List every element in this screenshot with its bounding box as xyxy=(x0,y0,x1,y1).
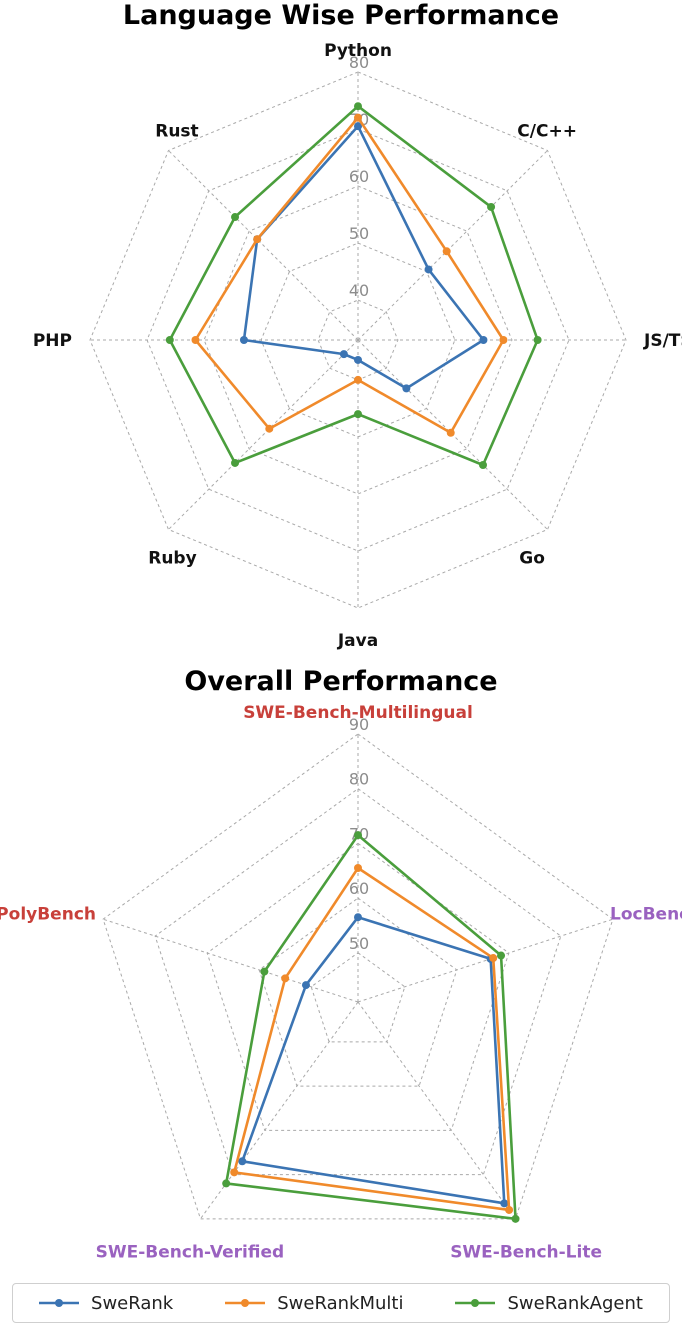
spoke-ruby xyxy=(168,339,359,530)
point-swerank-swe-bench-verified xyxy=(238,1157,247,1166)
point-swerank-swe-bench-multilingual xyxy=(354,913,362,922)
point-swerankagent-locbench xyxy=(497,951,506,960)
legend-marker-swerankmulti xyxy=(225,1299,266,1307)
chart-title-language: Language Wise Performance xyxy=(122,0,560,31)
grid-ring-70 xyxy=(206,842,510,1131)
point-swerank-c-c xyxy=(424,265,433,274)
tick-label-60: 60 xyxy=(349,167,369,186)
spoke-rust xyxy=(168,150,359,341)
axis-label-swe-bench-verified: SWE-Bench-Verified xyxy=(96,1242,285,1262)
axis-label-swe-bench-lite: SWE-Bench-Lite xyxy=(450,1242,602,1262)
point-swerankagent-c-c xyxy=(487,202,496,211)
axis-label-swe-bench-multilingual: SWE-Bench-Multilingual xyxy=(243,703,473,723)
point-swerankmulti-ruby xyxy=(265,424,274,433)
point-swerankagent-swe-bench-lite xyxy=(511,1214,520,1223)
legend-item-swerankmulti: SweRankMulti xyxy=(225,1293,403,1314)
legend-marker-swerank xyxy=(39,1299,80,1307)
spoke-swe-polybench xyxy=(102,918,359,1003)
tick-label-50: 50 xyxy=(349,934,369,953)
point-swerankagent-rust xyxy=(231,213,240,222)
point-swerankmulti-swe-polybench xyxy=(281,974,290,983)
point-swerankagent-go xyxy=(478,460,487,469)
point-swerank-ruby xyxy=(339,350,348,359)
axis-label-php: PHP xyxy=(33,331,72,351)
point-swerankmulti-swe-bench-lite xyxy=(505,1205,514,1214)
point-swerank-swe-bench-lite xyxy=(500,1199,509,1208)
axis-label-js-ts: JS/TS xyxy=(643,331,682,351)
grid-ring-70 xyxy=(146,128,570,552)
tick-label-80: 80 xyxy=(349,770,369,789)
chart-legend: SweRank SweRankMulti SweRankAgent xyxy=(12,1283,670,1323)
point-swerankmulti-go xyxy=(446,428,455,437)
spoke-swe-bench-lite xyxy=(357,1001,516,1220)
point-swerankmulti-python xyxy=(354,113,362,122)
grid-ring-90 xyxy=(102,733,614,1220)
point-swerankmulti-c-c xyxy=(442,247,451,256)
radar-chart-overall: 5060708090SWE-Bench-MultilingualLocBench… xyxy=(0,703,682,1262)
point-swerankagent-java xyxy=(354,410,362,419)
spoke-c-c xyxy=(357,150,548,341)
point-swerankmulti-swe-bench-verified xyxy=(230,1168,239,1177)
grid-ring-60 xyxy=(258,897,458,1087)
axis-label-python: Python xyxy=(324,41,392,61)
point-swerank-go xyxy=(402,384,411,393)
legend-label-swerankagent: SweRankAgent xyxy=(507,1292,643,1314)
point-swerankagent-swe-polybench xyxy=(260,967,269,976)
point-swerankagent-js-ts xyxy=(533,336,542,344)
point-swerank-java xyxy=(354,355,362,364)
point-swerank-swe-polybench xyxy=(301,981,310,990)
spoke-locbench xyxy=(357,918,614,1003)
point-swerankagent-swe-bench-multilingual xyxy=(354,831,362,840)
axis-label-locbench: LocBench xyxy=(610,905,682,925)
legend-item-swerankagent: SweRankAgent xyxy=(455,1292,643,1314)
axis-label-java: Java xyxy=(337,631,378,651)
point-swerankagent-ruby xyxy=(231,458,240,467)
point-swerankmulti-java xyxy=(354,375,362,384)
tick-label-60: 60 xyxy=(349,879,369,898)
point-swerankmulti-rust xyxy=(253,235,262,244)
radar-chart-language: 4050607080PythonC/C++JS/TSGoJavaRubyPHPR… xyxy=(33,41,682,651)
legend-marker-swerankagent xyxy=(455,1299,496,1307)
point-swerankagent-php xyxy=(165,336,174,344)
point-swerankmulti-js-ts xyxy=(499,336,508,344)
point-swerankmulti-swe-bench-multilingual xyxy=(354,864,362,872)
series-line-swerankagent xyxy=(224,833,517,1221)
legend-item-swerank: SweRank xyxy=(39,1293,173,1314)
point-swerank-js-ts xyxy=(479,336,488,344)
tick-label-80: 80 xyxy=(349,53,369,72)
grid-ring-60 xyxy=(203,185,513,495)
axis-label-swe-polybench: SWE-PolyBench xyxy=(0,905,96,925)
point-swerank-python xyxy=(354,122,362,131)
tick-label-40: 40 xyxy=(349,281,369,300)
tick-label-50: 50 xyxy=(349,224,369,243)
point-swerankmulti-php xyxy=(191,336,200,344)
point-swerankagent-swe-bench-verified xyxy=(222,1179,231,1188)
axis-label-ruby: Ruby xyxy=(148,548,196,568)
point-swerankagent-python xyxy=(354,102,362,111)
point-swerankmulti-locbench xyxy=(489,954,498,963)
axis-label-c-c: C/C++ xyxy=(517,122,577,142)
legend-label-swerankmulti: SweRankMulti xyxy=(277,1292,404,1314)
legend-label-swerank: SweRank xyxy=(91,1292,174,1314)
chart-title-overall: Overall Performance xyxy=(184,666,498,697)
series-line-swerankmulti xyxy=(232,866,511,1212)
series-line-swerank xyxy=(240,915,506,1205)
tick-label-90: 90 xyxy=(349,715,369,734)
grid-ring-50 xyxy=(310,952,406,1043)
axis-label-rust: Rust xyxy=(155,122,198,142)
axis-label-go: Go xyxy=(519,548,545,568)
grid-ring-80 xyxy=(154,788,562,1176)
point-swerank-php xyxy=(239,336,248,344)
